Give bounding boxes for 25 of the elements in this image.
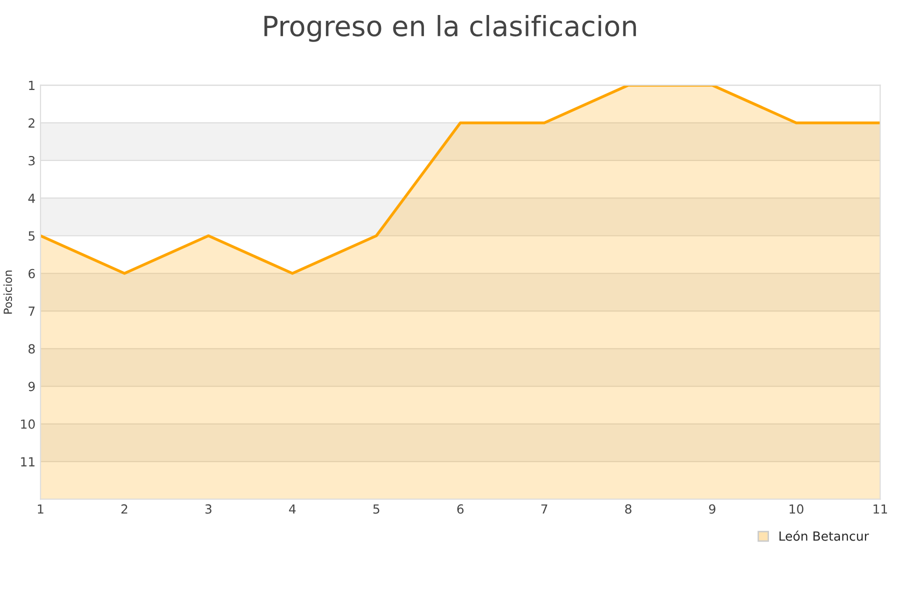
y-tick-label: 10	[21, 419, 35, 429]
y-axis-title: Posicion	[3, 270, 12, 314]
x-tick-label: 8	[625, 504, 632, 514]
x-tick-label: 10	[790, 504, 804, 514]
x-tick-label: 5	[373, 504, 380, 514]
y-tick-label: 7	[28, 306, 35, 316]
y-tick-label: 9	[28, 382, 35, 392]
x-tick-label: 2	[121, 504, 128, 514]
chart-title: Progreso en la clasificacion	[264, 15, 636, 42]
x-tick-label: 4	[289, 504, 296, 514]
x-tick-label: 1	[38, 504, 44, 514]
x-tick-label: 3	[205, 504, 212, 514]
legend-label: León Betancur	[780, 530, 869, 541]
x-tick-label: 11	[874, 504, 887, 514]
y-tick-label: 3	[28, 156, 35, 166]
y-tick-label: 2	[28, 118, 34, 128]
y-tick-label: 11	[21, 457, 34, 466]
x-tick-label: 9	[709, 504, 716, 514]
y-tick-label: 5	[28, 231, 35, 241]
y-tick-label: 8	[28, 344, 35, 354]
x-tick-label: 7	[541, 504, 548, 514]
y-tick-label: 4	[28, 194, 35, 203]
y-tick-label: 1	[29, 80, 34, 90]
y-tick-label: 6	[28, 268, 35, 278]
x-tick-label: 6	[457, 504, 464, 514]
